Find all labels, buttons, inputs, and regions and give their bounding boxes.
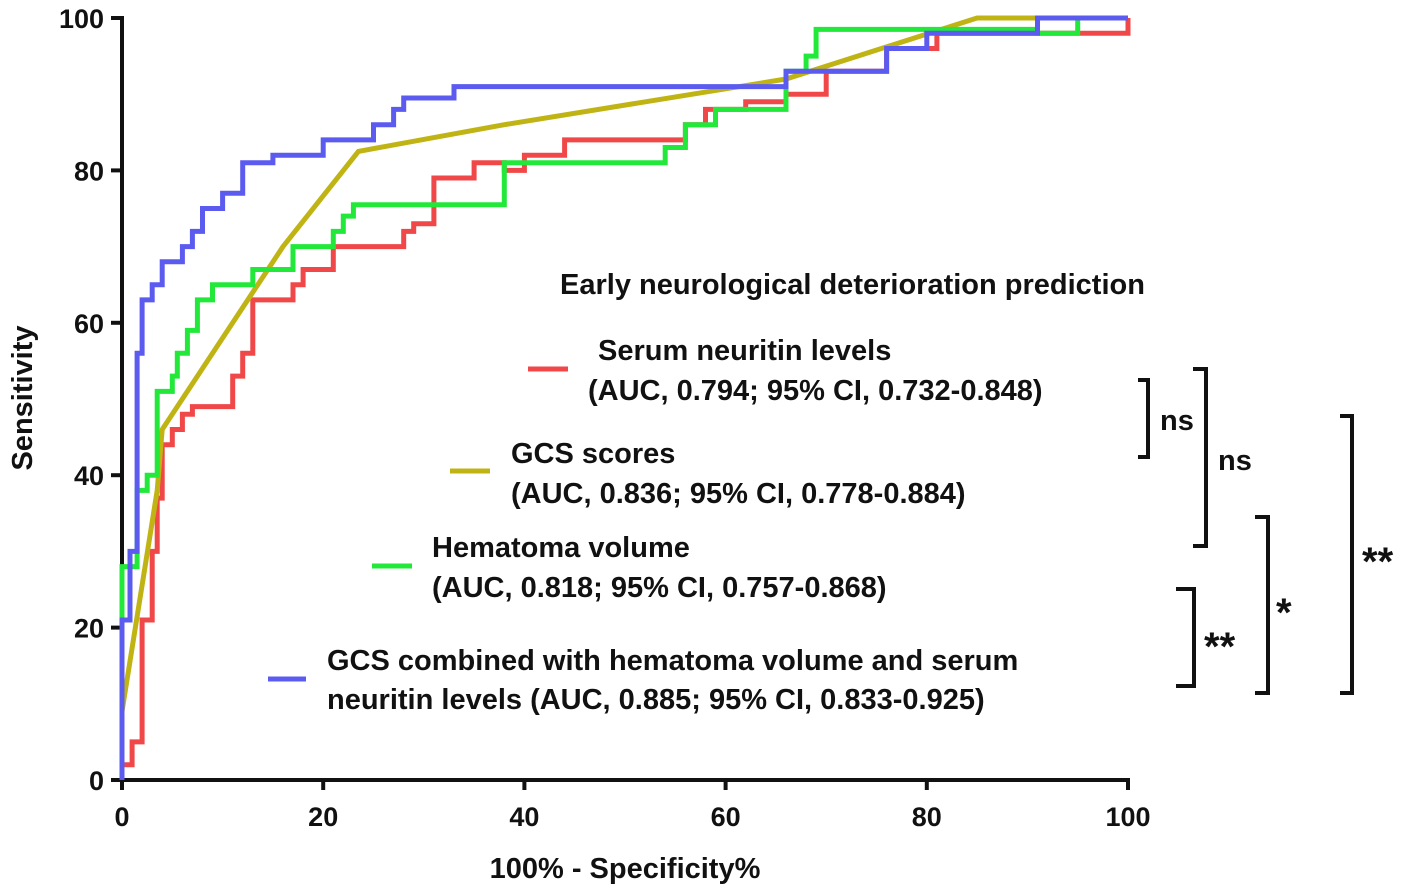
bracket-double-star-2 bbox=[1340, 414, 1354, 695]
x-tick-label: 60 bbox=[711, 802, 741, 832]
bracket-star bbox=[1255, 515, 1270, 695]
roc-line-serum-neuritin bbox=[119, 18, 1131, 780]
x-axis-title: 100% - Specificity% bbox=[490, 853, 761, 885]
sig-label-ns-2: ns bbox=[1218, 445, 1252, 477]
x-tick-label: 100 bbox=[1105, 802, 1150, 832]
x-tick-label: 0 bbox=[114, 802, 129, 832]
x-tick-label: 20 bbox=[308, 802, 338, 832]
chart-title: Early neurological deterioration predict… bbox=[560, 269, 1145, 301]
sig-label-double-star-2: ** bbox=[1362, 540, 1394, 584]
legend-label-gcs-line1: GCS scores bbox=[511, 438, 675, 470]
y-tick-label: 100 bbox=[59, 4, 104, 34]
roc-line-combined bbox=[119, 15, 1128, 780]
legend-label-serum-line1: Serum neuritin levels bbox=[598, 335, 891, 367]
legend-label-combined-line1: GCS combined with hematoma volume and se… bbox=[327, 645, 1018, 677]
legend-label-serum-line2: (AUC, 0.794; 95% CI, 0.732-0.848) bbox=[588, 375, 1043, 407]
sig-label-double-star-1: ** bbox=[1204, 625, 1236, 669]
ticks: 0 20 40 60 80 100 0 20 40 60 80 100 bbox=[59, 4, 1151, 832]
legend: Serum neuritin levels (AUC, 0.794; 95% C… bbox=[268, 335, 1043, 716]
sig-label-star: * bbox=[1276, 591, 1292, 635]
bracket-double-star-1 bbox=[1176, 587, 1196, 688]
legend-label-gcs-line2: (AUC, 0.836; 95% CI, 0.778-0.884) bbox=[511, 478, 966, 510]
y-tick-label: 40 bbox=[74, 461, 104, 491]
roc-line-gcs-scores bbox=[119, 15, 1128, 727]
x-tick-label: 40 bbox=[509, 802, 539, 832]
legend-label-hematoma-line1: Hematoma volume bbox=[432, 532, 690, 564]
legend-label-hematoma-line2: (AUC, 0.818; 95% CI, 0.757-0.868) bbox=[432, 572, 887, 604]
series-lines bbox=[119, 15, 1131, 780]
bracket-ns-1 bbox=[1138, 378, 1150, 459]
y-tick-label: 0 bbox=[89, 766, 104, 796]
y-axis-title: Sensitivity bbox=[7, 325, 39, 470]
sig-label-ns-1: ns bbox=[1160, 405, 1194, 437]
y-tick-label: 60 bbox=[74, 309, 104, 339]
legend-label-combined-line2: neuritin levels (AUC, 0.885; 95% CI, 0.8… bbox=[327, 684, 985, 716]
y-tick-label: 20 bbox=[74, 614, 104, 644]
roc-line-hematoma-volume bbox=[119, 15, 1128, 620]
bracket-ns-2 bbox=[1193, 367, 1208, 548]
significance-brackets bbox=[1138, 367, 1354, 695]
y-tick-label: 80 bbox=[74, 156, 104, 186]
x-tick-label: 80 bbox=[912, 802, 942, 832]
